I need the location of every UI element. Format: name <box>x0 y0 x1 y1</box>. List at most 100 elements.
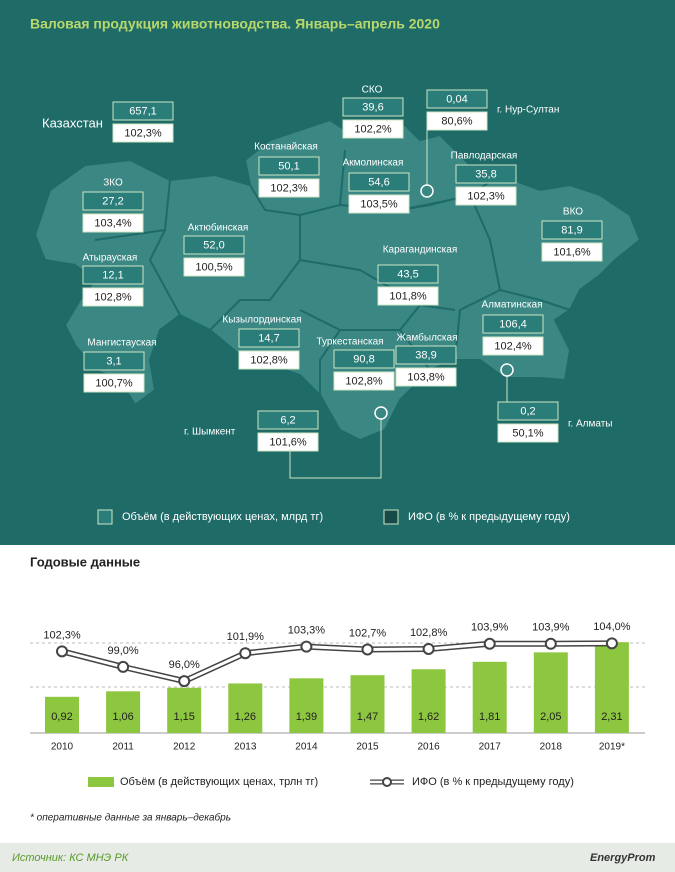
volume-box <box>377 264 439 284</box>
volume-value: 50,1 <box>278 160 299 172</box>
ifo-value: 102,3% <box>124 127 162 139</box>
ifo-box <box>82 213 144 233</box>
volume-value: 0,04 <box>446 93 467 105</box>
connector <box>289 419 382 479</box>
bar <box>472 661 507 733</box>
city-marker <box>500 363 514 377</box>
line-point <box>56 645 68 658</box>
title: Валовая продукция животноводства. Январь… <box>30 16 440 32</box>
source: Источник: КС МНЭ РК <box>12 852 129 864</box>
ifo-box <box>541 242 603 262</box>
volume-value: 657,1 <box>129 105 157 117</box>
point-label: 103,3% <box>288 625 326 637</box>
bar <box>106 691 141 733</box>
volume-value: 81,9 <box>561 224 582 236</box>
point-label: 96,0% <box>169 659 200 671</box>
x-tick-label: 2019* <box>599 742 625 753</box>
region-name: Кызылординская <box>222 315 301 326</box>
chart-panel <box>0 545 675 843</box>
x-tick-label: 2014 <box>295 742 318 753</box>
x-tick-label: 2012 <box>173 742 196 753</box>
volume-box <box>333 349 395 369</box>
region-name: г. Шымкент <box>184 427 236 438</box>
bar-label: 0,92 <box>51 711 72 723</box>
ifo-value: 102,8% <box>345 375 383 387</box>
volume-value: 39,6 <box>362 101 383 113</box>
ifo-box <box>257 432 319 452</box>
ifo-value: 100,7% <box>95 377 133 389</box>
region-name: г. Алматы <box>568 419 612 430</box>
x-tick-label: 2017 <box>479 742 502 753</box>
x-tick-label: 2013 <box>234 742 257 753</box>
region-name: ЗКО <box>103 178 123 189</box>
volume-value: 6,2 <box>280 414 295 426</box>
ifo-box <box>395 367 457 387</box>
region-name: Мангистауская <box>87 338 156 349</box>
ifo-value: 103,5% <box>360 198 398 210</box>
x-tick-label: 2011 <box>112 742 134 753</box>
point-label: 102,8% <box>410 627 448 639</box>
ifo-box <box>258 178 320 198</box>
ifo-value: 101,8% <box>389 290 427 302</box>
ifo-box <box>426 111 488 131</box>
bar <box>45 696 79 733</box>
volume-value: 12,1 <box>102 269 123 281</box>
region-name: Актюбинская <box>188 222 249 234</box>
ifo-value: 102,8% <box>250 354 288 366</box>
x-tick-label: 2016 <box>417 742 440 753</box>
region-name: Туркестанская <box>316 337 383 348</box>
volume-value: 54,6 <box>368 176 389 188</box>
volume-box <box>258 156 320 176</box>
region-name: Алматинская <box>482 300 543 311</box>
region-name: Жамбылская <box>397 332 458 344</box>
volume-value: 90,8 <box>353 353 374 365</box>
ifo-box <box>497 423 559 443</box>
volume-box <box>257 410 319 430</box>
line <box>61 641 612 683</box>
volume-box <box>183 235 245 255</box>
line-point <box>300 640 313 653</box>
ifo-box <box>333 371 395 391</box>
bar <box>289 678 324 733</box>
brand: EnergyProm <box>590 852 656 864</box>
volume-value: 27,2 <box>102 195 123 207</box>
chart-title: Годовые данные <box>30 554 140 569</box>
ifo-box <box>377 286 439 306</box>
region-name: Казахстан <box>42 115 103 130</box>
volume-box <box>238 328 300 348</box>
ifo-value: 102,8% <box>94 291 132 303</box>
region-name: Карагандинская <box>383 245 458 256</box>
region-name: Атырауская <box>83 253 138 264</box>
ifo-box <box>342 119 404 139</box>
bar <box>350 675 385 733</box>
legend-swatch <box>382 777 392 787</box>
ifo-value: 103,4% <box>94 217 132 229</box>
ifo-value: 102,2% <box>354 123 392 135</box>
legend-label: Объём (в действующих ценах, трлн тг) <box>120 776 318 788</box>
point-label: 103,9% <box>471 622 509 634</box>
region-name: СКО <box>362 85 383 96</box>
bar <box>411 669 446 733</box>
x-tick-label: 2018 <box>540 742 563 753</box>
line-point <box>483 637 496 650</box>
legend-label: ИФО (в % к предыдущему году) <box>412 776 574 788</box>
volume-box <box>497 401 559 421</box>
region-name: г. Нур-Султан <box>497 105 559 116</box>
line-point <box>239 647 252 660</box>
bar-label: 1,26 <box>235 711 256 723</box>
ifo-value: 101,6% <box>269 436 307 448</box>
bar-label: 1,15 <box>173 711 194 723</box>
volume-box <box>482 314 544 334</box>
line-point <box>544 637 557 650</box>
volume-value: 35,8 <box>475 168 496 180</box>
bar-label: 1,62 <box>418 711 439 723</box>
point-label: 103,9% <box>532 622 570 634</box>
line-point <box>422 642 435 655</box>
region-name: Акмолинская <box>343 158 404 169</box>
ifo-value: 50,1% <box>512 427 543 439</box>
point-label: 102,3% <box>43 629 81 641</box>
ifo-box <box>482 336 544 356</box>
legend-swatch <box>383 509 399 525</box>
volume-value: 0,2 <box>520 405 535 417</box>
